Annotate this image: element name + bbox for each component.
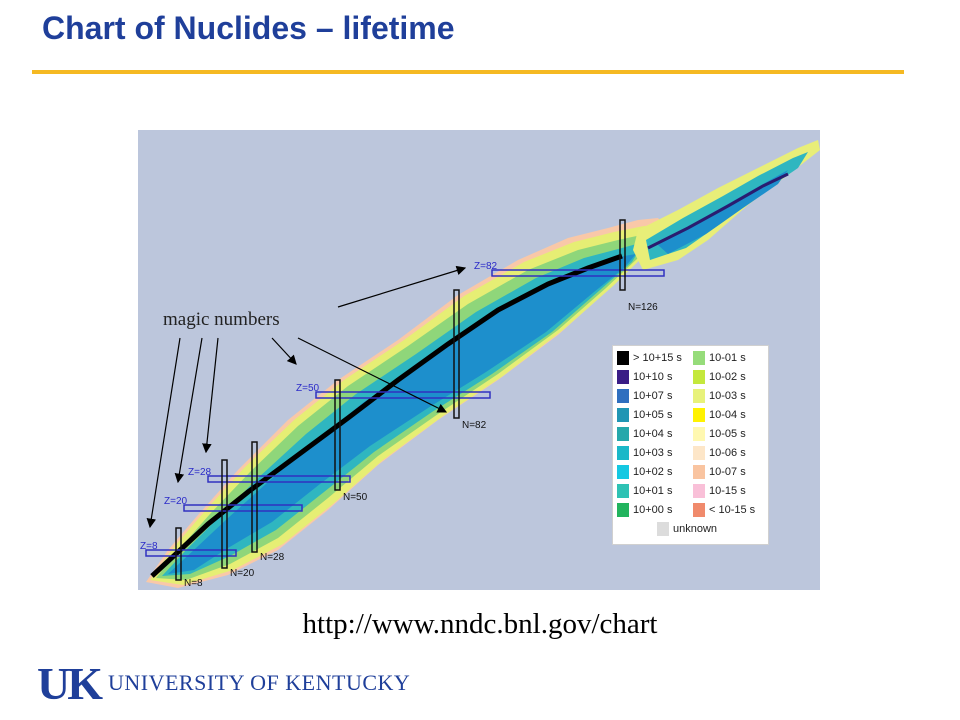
slide-title: Chart of Nuclides – lifetime [42, 10, 455, 46]
legend-swatch [617, 408, 629, 422]
box-z8 [145, 549, 237, 557]
legend-swatch [657, 522, 669, 536]
legend-item: 10+07 s [617, 388, 672, 404]
legend-swatch [693, 484, 705, 498]
label-n82: N=82 [462, 420, 487, 431]
legend-label: 10+01 s [633, 485, 673, 497]
legend-label: 10-04 s [709, 409, 746, 421]
legend-swatch [617, 370, 629, 384]
legend-swatch [617, 484, 629, 498]
legend-item: 10-15 s [693, 483, 746, 499]
legend-item: 10+02 s [617, 464, 672, 480]
legend-label: 10-15 s [709, 485, 746, 497]
stability-line-dark [647, 172, 789, 250]
legend-swatch [693, 427, 705, 441]
label-z50: Z=50 [296, 383, 320, 394]
legend-label: 10+07 s [633, 390, 673, 402]
legend-item: 10+03 s [617, 445, 672, 461]
label-n126: N=126 [628, 302, 658, 313]
box-z20 [183, 504, 303, 512]
box-z82 [491, 269, 665, 277]
legend-label: 10+04 s [633, 428, 673, 440]
title-underline [32, 70, 904, 74]
legend-swatch [693, 465, 705, 479]
legend-item: 10+00 s [617, 502, 672, 518]
legend-item: 10-07 s [693, 464, 746, 480]
legend-item: 10-03 s [693, 388, 746, 404]
legend-label: < 10-15 s [709, 504, 756, 516]
label-n50: N=50 [343, 492, 368, 503]
legend-label: 10+03 s [633, 447, 673, 459]
label-z8: Z=8 [140, 541, 158, 552]
legend-item: 10+01 s [617, 483, 672, 499]
legend-label: 10-05 s [709, 428, 746, 440]
legend-label: 10-06 s [709, 447, 746, 459]
legend-swatch [617, 389, 629, 403]
legend-label: 10-02 s [709, 371, 746, 383]
legend-swatch [693, 408, 705, 422]
label-z82: Z=82 [474, 261, 498, 272]
label-z28: Z=28 [188, 467, 212, 478]
source-url: http://www.nndc.bnl.gov/chart [302, 608, 658, 640]
legend-swatch [693, 351, 705, 365]
legend-item: < 10-15 s [693, 502, 755, 518]
legend-item: 10-04 s [693, 407, 746, 423]
legend-item: 10-06 s [693, 445, 746, 461]
legend-item: 10+10 s [617, 369, 672, 385]
label-n8: N=8 [184, 578, 203, 589]
box-z28 [207, 475, 351, 483]
legend-item: 10+05 s [617, 407, 672, 423]
legend-label: unknown [673, 523, 718, 535]
legend-swatch [617, 446, 629, 460]
legend-item: 10+04 s [617, 426, 672, 442]
magic-numbers-label: magic numbers [163, 309, 280, 330]
lifetime-legend: > 10+15 s 10+10 s 10+07 s 10+05 s 10+04 s 10+… [612, 345, 769, 545]
legend-item: 10-01 s [693, 350, 746, 366]
legend-label: 10+10 s [633, 371, 673, 383]
legend-swatch [693, 370, 705, 384]
legend-label: 10+00 s [633, 504, 673, 516]
box-n28 [251, 441, 258, 553]
label-z20: Z=20 [164, 496, 188, 507]
legend-swatch [617, 465, 629, 479]
box-n8 [175, 527, 182, 581]
legend-item: 10-05 s [693, 426, 746, 442]
label-n20: N=20 [230, 568, 255, 579]
band-blue [168, 254, 636, 574]
box-n20 [221, 459, 228, 569]
legend-swatch [693, 389, 705, 403]
logo-text: UNIVERSITY OF KENTUCKY [108, 670, 411, 695]
legend-swatch [617, 427, 629, 441]
legend-swatch [693, 503, 705, 517]
legend-label: 10-01 s [709, 352, 746, 364]
legend-label: 10+05 s [633, 409, 673, 421]
legend-item: > 10+15 s [617, 350, 682, 366]
university-logo: UK UNIVERSITY OF KENTUCKY [37, 658, 411, 709]
legend-swatch [693, 446, 705, 460]
legend-item-unknown: unknown [657, 521, 717, 537]
legend-label: 10+02 s [633, 466, 673, 478]
legend-swatch [617, 351, 629, 365]
box-n126 [619, 219, 626, 291]
legend-label: > 10+15 s [633, 352, 682, 364]
label-n28: N=28 [260, 552, 285, 563]
legend-label: 10-03 s [709, 390, 746, 402]
legend-label: 10-07 s [709, 466, 746, 478]
logo-mark: UK [37, 657, 103, 709]
legend-swatch [617, 503, 629, 517]
legend-item: 10-02 s [693, 369, 746, 385]
